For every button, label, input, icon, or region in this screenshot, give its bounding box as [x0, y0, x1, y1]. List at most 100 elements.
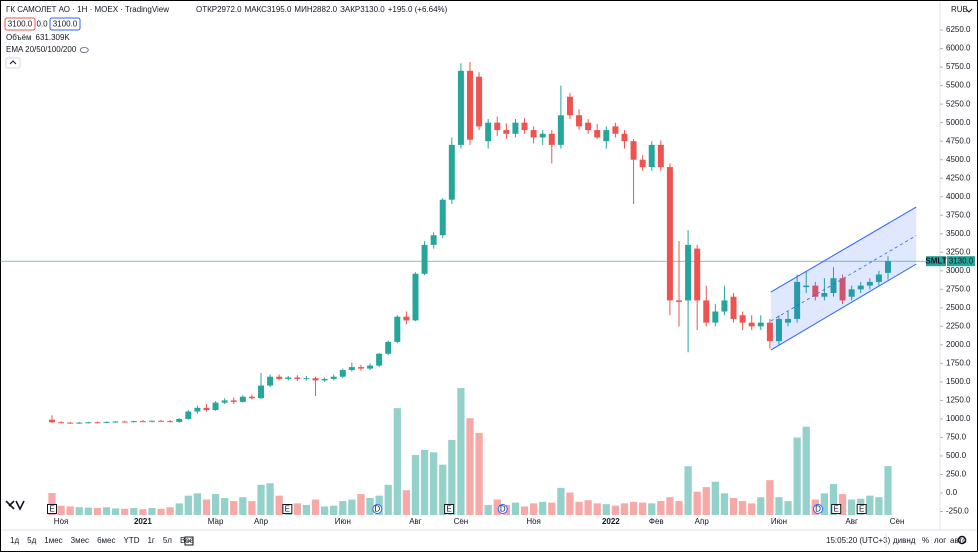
date-range-icon[interactable]	[184, 536, 194, 546]
candle-body	[448, 144, 455, 200]
event-marker[interactable]	[282, 504, 293, 514]
volume-bar	[348, 499, 356, 515]
volume-bar	[293, 503, 301, 515]
ohlc-label: ОТКР	[196, 5, 217, 14]
event-marker[interactable]	[813, 504, 824, 514]
y-tick-label: 0.0	[946, 488, 958, 497]
event-marker[interactable]	[444, 504, 455, 514]
candle-body	[367, 365, 374, 369]
volume-bar	[239, 497, 247, 515]
volume-bar	[57, 505, 65, 515]
y-tick-label: 4250.0	[946, 173, 971, 182]
volume-bar	[848, 499, 856, 515]
event-marker[interactable]	[47, 504, 57, 514]
y-tick-label: 5500.0	[946, 81, 971, 90]
settings-icon[interactable]	[957, 535, 967, 545]
x-tick-label: Ноя	[54, 517, 69, 526]
candle-body	[130, 421, 137, 423]
volume-bar	[593, 503, 601, 515]
volume-bar	[366, 497, 374, 515]
volume-bar	[448, 439, 456, 515]
event-marker[interactable]	[831, 504, 842, 514]
candle-body	[476, 76, 483, 127]
volume-bar	[175, 503, 183, 515]
candle-body	[812, 285, 819, 297]
currency[interactable]: RUB	[951, 5, 968, 14]
candle-body	[839, 278, 846, 301]
range-button[interactable]: 5д	[27, 536, 36, 545]
range-button[interactable]: 1д	[10, 536, 19, 545]
candle-body	[357, 367, 364, 369]
sell-button[interactable]	[4, 17, 36, 31]
collapse-button[interactable]	[5, 57, 21, 69]
last-price-tag: 3130.0	[949, 256, 974, 265]
candle-body	[185, 411, 192, 419]
candle-body	[585, 122, 592, 131]
candle-body	[49, 419, 55, 423]
toolbar-option[interactable]: %	[922, 536, 929, 545]
candle-body	[485, 122, 492, 142]
volume-bar	[130, 508, 138, 515]
range-button[interactable]: 3мес	[71, 536, 89, 545]
candle-body	[775, 318, 782, 342]
volume-bar	[330, 505, 338, 515]
candle-body	[430, 235, 437, 245]
last-price-tag-bg	[947, 256, 975, 267]
candle-body	[285, 377, 292, 379]
volume-bar	[411, 454, 420, 515]
volume-bar	[393, 408, 401, 515]
candle-body	[757, 322, 764, 327]
candle-body	[194, 407, 201, 412]
y-tick-label: 4500.0	[946, 155, 971, 164]
candle-body	[594, 130, 601, 138]
candle-body	[830, 278, 837, 294]
volume-bar	[829, 484, 838, 515]
range-button[interactable]: 1г	[147, 536, 154, 545]
candle-body	[694, 248, 701, 301]
candle-body	[766, 322, 773, 342]
volume-bar	[230, 501, 238, 515]
visibility-icon[interactable]	[79, 47, 89, 53]
candle-body	[94, 422, 101, 424]
toolbar-option[interactable]: дивнд	[893, 536, 916, 545]
y-tick-label: 1000.0	[946, 414, 971, 423]
volume-bar	[111, 508, 120, 515]
volume-bar	[302, 504, 311, 515]
volume-bar	[93, 508, 102, 515]
event-marker[interactable]	[856, 504, 867, 514]
volume-bar	[748, 503, 756, 515]
candle-body	[176, 418, 183, 422]
volume-bar	[738, 501, 747, 515]
volume-bar	[339, 501, 347, 515]
range-button[interactable]: 6мес	[97, 536, 115, 545]
candle-body	[139, 421, 146, 423]
toolbar-option[interactable]: лог	[934, 536, 946, 545]
candle-body	[112, 421, 119, 423]
y-tick-label: 500.0	[946, 451, 967, 460]
ohlc-label: МИН	[294, 5, 312, 14]
buy-button[interactable]	[49, 17, 81, 31]
volume-bar	[211, 494, 220, 515]
candle-body	[821, 293, 828, 297]
candle-body	[548, 133, 555, 145]
candle-body	[612, 126, 619, 134]
event-marker[interactable]	[497, 504, 508, 514]
volume-bar	[711, 481, 719, 515]
volume-bar	[402, 490, 411, 515]
range-button[interactable]: 5л	[163, 536, 172, 545]
volume-bar	[575, 501, 583, 515]
currency-arrow[interactable]	[965, 8, 973, 13]
x-tick-label: Июн	[335, 517, 351, 526]
volume-bar	[684, 466, 692, 515]
volume-bar	[757, 497, 765, 515]
event-marker[interactable]	[372, 504, 383, 514]
candle-body	[848, 289, 855, 297]
range-button[interactable]: YTD	[123, 536, 139, 545]
candle-body	[885, 261, 892, 273]
candle-body	[676, 300, 683, 302]
volume-bar	[430, 452, 438, 515]
volume-bar	[838, 494, 847, 515]
x-tick-label: 2021	[134, 517, 152, 526]
ohlc-value: 3195.0	[267, 5, 292, 14]
range-button[interactable]: 1мес	[44, 536, 62, 545]
